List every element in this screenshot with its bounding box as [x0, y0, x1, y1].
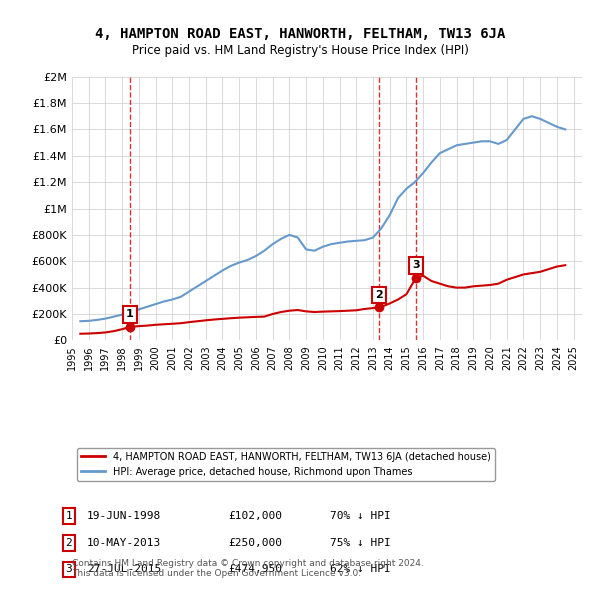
Legend: 4, HAMPTON ROAD EAST, HANWORTH, FELTHAM, TW13 6JA (detached house), HPI: Average: 4, HAMPTON ROAD EAST, HANWORTH, FELTHAM,…	[77, 448, 494, 480]
Text: 27-JUL-2015: 27-JUL-2015	[87, 565, 161, 574]
Text: 10-MAY-2013: 10-MAY-2013	[87, 538, 161, 548]
Text: 3: 3	[65, 565, 73, 574]
Text: £250,000: £250,000	[228, 538, 282, 548]
Text: 3: 3	[412, 260, 420, 270]
Text: 19-JUN-1998: 19-JUN-1998	[87, 512, 161, 521]
Text: 4, HAMPTON ROAD EAST, HANWORTH, FELTHAM, TW13 6JA: 4, HAMPTON ROAD EAST, HANWORTH, FELTHAM,…	[95, 27, 505, 41]
Text: 62% ↓ HPI: 62% ↓ HPI	[330, 565, 391, 574]
Text: 2: 2	[65, 538, 73, 548]
Text: Contains HM Land Registry data © Crown copyright and database right 2024.
This d: Contains HM Land Registry data © Crown c…	[72, 559, 424, 578]
Text: 70% ↓ HPI: 70% ↓ HPI	[330, 512, 391, 521]
Text: 1: 1	[65, 512, 73, 521]
Text: £102,000: £102,000	[228, 512, 282, 521]
Text: Price paid vs. HM Land Registry's House Price Index (HPI): Price paid vs. HM Land Registry's House …	[131, 44, 469, 57]
Text: 75% ↓ HPI: 75% ↓ HPI	[330, 538, 391, 548]
Text: 1: 1	[126, 309, 134, 319]
Text: £474,950: £474,950	[228, 565, 282, 574]
Text: 2: 2	[375, 290, 383, 300]
